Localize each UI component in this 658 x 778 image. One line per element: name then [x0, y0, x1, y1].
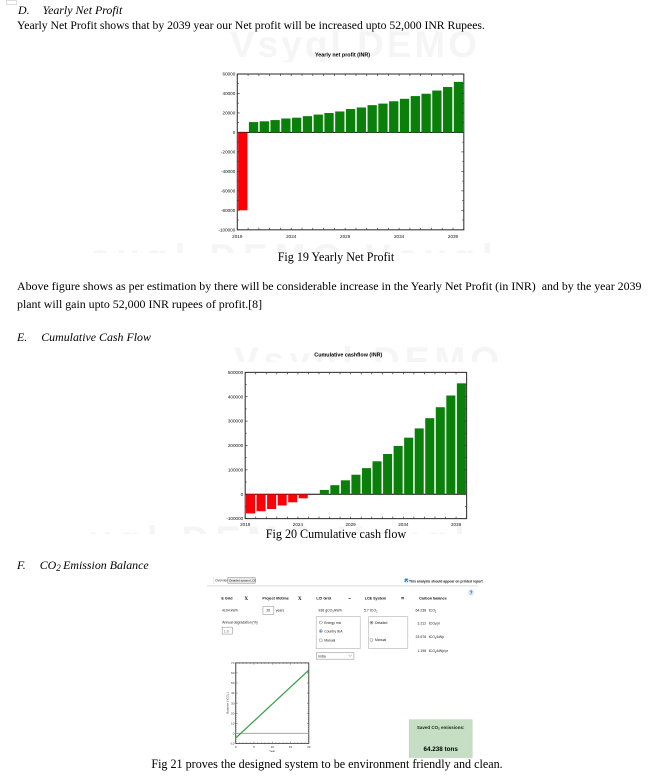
svg-text:E Grid: E Grid — [221, 596, 233, 600]
svg-text:?: ? — [469, 590, 472, 596]
svg-text:-60000: -60000 — [221, 188, 236, 193]
svg-text:2019: 2019 — [232, 234, 243, 239]
svg-text:years: years — [276, 609, 285, 613]
svg-text:Carbon balance: Carbon balance — [419, 596, 447, 600]
svg-text:500000: 500000 — [228, 370, 244, 375]
svg-text:Project lifetime: Project lifetime — [262, 596, 288, 600]
svg-text:X: X — [244, 596, 248, 602]
svg-text:tCO2: tCO2 — [429, 609, 437, 614]
svg-text:20: 20 — [231, 711, 235, 715]
svg-text:-20000: -20000 — [221, 149, 236, 154]
svg-text:0: 0 — [233, 130, 236, 135]
svg-text:Overview: Overview — [215, 578, 229, 582]
svg-text:2024: 2024 — [293, 522, 304, 527]
svg-text:4104 kWh: 4104 kWh — [222, 609, 238, 613]
svg-text:23.678: 23.678 — [415, 635, 426, 639]
svg-text:Detailed: Detailed — [375, 621, 388, 625]
svg-text:2019: 2019 — [240, 522, 251, 527]
svg-text:-100000: -100000 — [226, 516, 243, 521]
svg-text:5: 5 — [253, 745, 255, 749]
svg-text:-100000: -100000 — [218, 227, 235, 232]
svg-text:1.0: 1.0 — [224, 629, 229, 633]
svg-text:Saved CO2 emissions:: Saved CO2 emissions: — [417, 725, 465, 731]
svg-text:5.7 tCO2: 5.7 tCO2 — [364, 609, 378, 614]
svg-text:100000: 100000 — [228, 467, 244, 472]
svg-text:2034: 2034 — [398, 522, 409, 527]
svg-text:2039: 2039 — [448, 234, 459, 239]
svg-text:India: India — [318, 655, 325, 659]
svg-text:0: 0 — [233, 731, 235, 735]
svg-text:Country IEA: Country IEA — [324, 629, 343, 633]
svg-text:-40000: -40000 — [221, 169, 236, 174]
svg-text:Year: Year — [269, 749, 275, 753]
svg-text:200000: 200000 — [228, 443, 244, 448]
svg-text:=: = — [401, 596, 405, 602]
svg-text:20: 20 — [307, 745, 311, 749]
svg-text:2024: 2024 — [286, 234, 297, 239]
svg-text:Yearly net profit (INR): Yearly net profit (INR) — [315, 52, 370, 58]
svg-text:2029: 2029 — [340, 234, 351, 239]
svg-text:40000: 40000 — [223, 91, 236, 96]
svg-text:X: X — [298, 596, 302, 602]
svg-text:0: 0 — [241, 492, 244, 497]
svg-text:64.238: 64.238 — [415, 609, 426, 613]
svg-text:2029: 2029 — [346, 522, 357, 527]
svg-text:10: 10 — [231, 721, 235, 725]
svg-text:15: 15 — [289, 745, 293, 749]
svg-text:Detailed system LCE: Detailed system LCE — [229, 579, 256, 583]
svg-text:Cumulative cashflow (INR): Cumulative cashflow (INR) — [314, 352, 382, 358]
svg-text:50: 50 — [231, 681, 235, 685]
svg-text:-10: -10 — [230, 742, 235, 746]
svg-text:60000: 60000 — [223, 72, 236, 77]
svg-text:20000: 20000 — [223, 111, 236, 116]
svg-text:10: 10 — [271, 745, 275, 749]
svg-text:Balance [ tCO2 ]: Balance [ tCO2 ] — [226, 692, 231, 714]
svg-text:Manual: Manual — [324, 639, 335, 643]
svg-text:3.212: 3.212 — [417, 621, 426, 625]
svg-text:-80000: -80000 — [221, 208, 236, 213]
svg-text:300000: 300000 — [228, 419, 244, 424]
svg-text:0: 0 — [235, 745, 237, 749]
svg-text:20: 20 — [266, 609, 270, 613]
svg-text:40: 40 — [231, 691, 235, 695]
svg-text:LCI Grid: LCI Grid — [316, 596, 331, 600]
svg-text:Energy mix: Energy mix — [324, 621, 341, 625]
svg-text:tCO2/kWp: tCO2/kWp — [429, 635, 445, 640]
svg-text:2039: 2039 — [451, 522, 462, 527]
svg-text:tCO2/yr: tCO2/yr — [429, 621, 441, 626]
svg-text:64.238 tons: 64.238 tons — [424, 746, 459, 753]
svg-text:Manual: Manual — [375, 638, 386, 642]
svg-text:−: − — [348, 596, 351, 602]
svg-text:This analysis should appear on: This analysis should appear on printed r… — [409, 580, 484, 584]
svg-text:60: 60 — [231, 671, 235, 675]
svg-text:400000: 400000 — [228, 394, 244, 399]
svg-text:70: 70 — [231, 661, 235, 665]
svg-text:tCO2/kWp/yr: tCO2/kWp/yr — [429, 649, 449, 654]
svg-text:LCE System: LCE System — [365, 596, 387, 600]
svg-text:936 gCO2/kWh: 936 gCO2/kWh — [318, 609, 341, 614]
svg-text:30: 30 — [231, 701, 235, 705]
svg-text:2034: 2034 — [394, 234, 405, 239]
svg-text:1.198: 1.198 — [417, 649, 426, 653]
svg-text:Annual degradation [%]: Annual degradation [%] — [222, 621, 257, 625]
